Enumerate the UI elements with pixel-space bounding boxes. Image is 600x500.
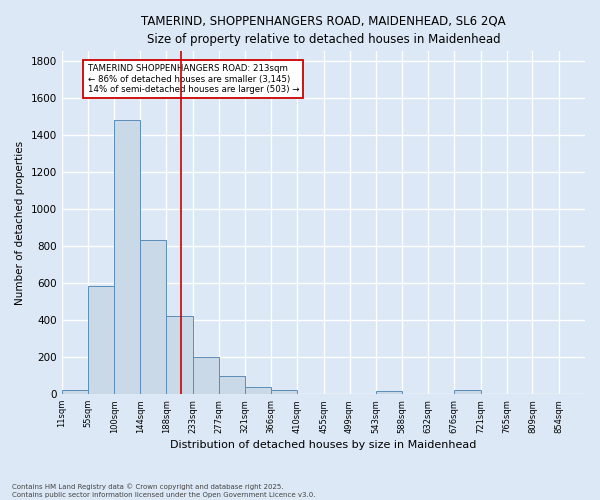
Bar <box>376 392 402 394</box>
Bar <box>271 390 297 394</box>
Title: TAMERIND, SHOPPENHANGERS ROAD, MAIDENHEAD, SL6 2QA
Size of property relative to : TAMERIND, SHOPPENHANGERS ROAD, MAIDENHEA… <box>141 15 506 46</box>
Text: Contains HM Land Registry data © Crown copyright and database right 2025.
Contai: Contains HM Land Registry data © Crown c… <box>12 483 316 498</box>
Bar <box>62 390 88 394</box>
Bar <box>114 120 140 394</box>
Bar <box>245 387 271 394</box>
Bar <box>140 240 166 394</box>
Text: TAMERIND SHOPPENHANGERS ROAD: 213sqm
← 86% of detached houses are smaller (3,145: TAMERIND SHOPPENHANGERS ROAD: 213sqm ← 8… <box>88 64 299 94</box>
Bar <box>88 286 114 394</box>
Bar <box>193 357 218 394</box>
Y-axis label: Number of detached properties: Number of detached properties <box>15 140 25 305</box>
Bar <box>218 376 245 394</box>
Bar <box>454 390 481 394</box>
X-axis label: Distribution of detached houses by size in Maidenhead: Distribution of detached houses by size … <box>170 440 476 450</box>
Bar <box>166 316 193 394</box>
